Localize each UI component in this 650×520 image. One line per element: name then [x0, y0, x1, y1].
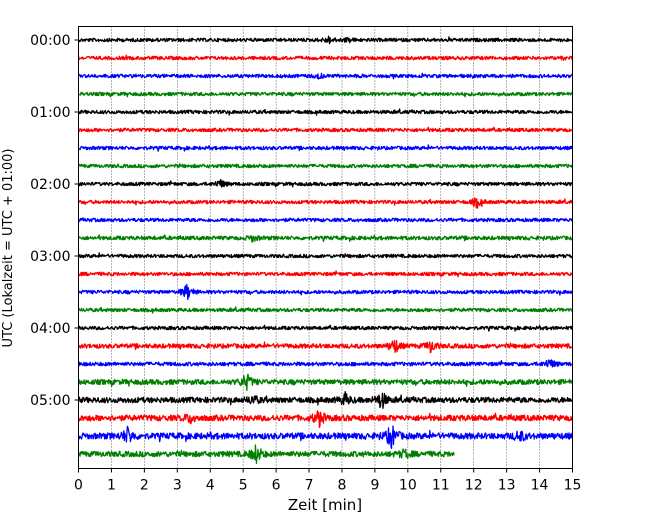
seismogram-trace — [77, 410, 574, 428]
x-tick-label: 3 — [173, 478, 182, 494]
trace-layer — [77, 35, 574, 465]
seismogram-trace — [77, 108, 574, 116]
y-tick-label: 01:00 — [30, 105, 70, 121]
seismogram-trace — [77, 444, 455, 465]
x-axis-ticks: 0 1 2 3 4 5 6 7 8 9 10 11 12 13 14 15 — [74, 468, 582, 494]
y-tick-label: 04:00 — [30, 321, 70, 337]
y-axis-ticks: 00:00 01:00 02:00 03:00 04:00 05:00 — [30, 33, 79, 409]
y-tick-label: 00:00 — [30, 33, 70, 49]
seismogram-trace — [77, 359, 573, 368]
seismogram-trace — [78, 270, 574, 278]
x-axis-title: Zeit [min] — [288, 496, 362, 514]
x-tick-label: 4 — [206, 478, 215, 494]
seismogram-trace — [77, 163, 573, 169]
x-tick-label: 6 — [272, 478, 281, 494]
seismogram-trace — [77, 391, 574, 409]
seismogram-trace — [78, 144, 573, 152]
seismogram-trace — [78, 252, 573, 259]
seismogram-trace — [78, 126, 574, 133]
seismogram-trace — [77, 35, 573, 45]
y-tick-label: 03:00 — [30, 249, 70, 265]
seismogram-trace — [77, 72, 574, 80]
x-tick-label: 9 — [370, 478, 379, 494]
seismogram-trace — [78, 425, 574, 450]
seismogram-trace — [78, 91, 573, 98]
y-axis-title: UTC (Lokalzeit = UTC + 01:00) — [1, 149, 16, 348]
seismogram-trace — [77, 306, 574, 314]
x-tick-label: 15 — [564, 478, 582, 494]
x-tick-label: 8 — [338, 478, 347, 494]
seismogram-trace — [77, 197, 573, 209]
x-tick-label: 0 — [74, 478, 83, 494]
seismogram-trace — [77, 54, 573, 62]
plot-frame — [78, 26, 573, 469]
seismogram-trace — [78, 234, 573, 243]
seismogram-trace — [78, 340, 574, 354]
seismogram-trace — [77, 217, 573, 223]
x-tick-label: 10 — [399, 478, 417, 494]
x-tick-label: 5 — [239, 478, 248, 494]
seismogram-trace — [77, 324, 573, 332]
x-tick-label: 11 — [432, 478, 450, 494]
y-tick-label: 02:00 — [30, 177, 70, 193]
y-tick-label: 05:00 — [30, 393, 70, 409]
x-tick-label: 14 — [531, 478, 549, 494]
x-tick-label: 2 — [140, 478, 149, 494]
x-tick-label: 1 — [107, 478, 116, 494]
x-tick-label: 13 — [498, 478, 516, 494]
seismogram-trace — [78, 179, 573, 188]
seismogram-trace — [77, 283, 573, 301]
seismogram-trace — [78, 373, 574, 392]
x-tick-label: 12 — [465, 478, 483, 494]
x-tick-label: 7 — [305, 478, 314, 494]
